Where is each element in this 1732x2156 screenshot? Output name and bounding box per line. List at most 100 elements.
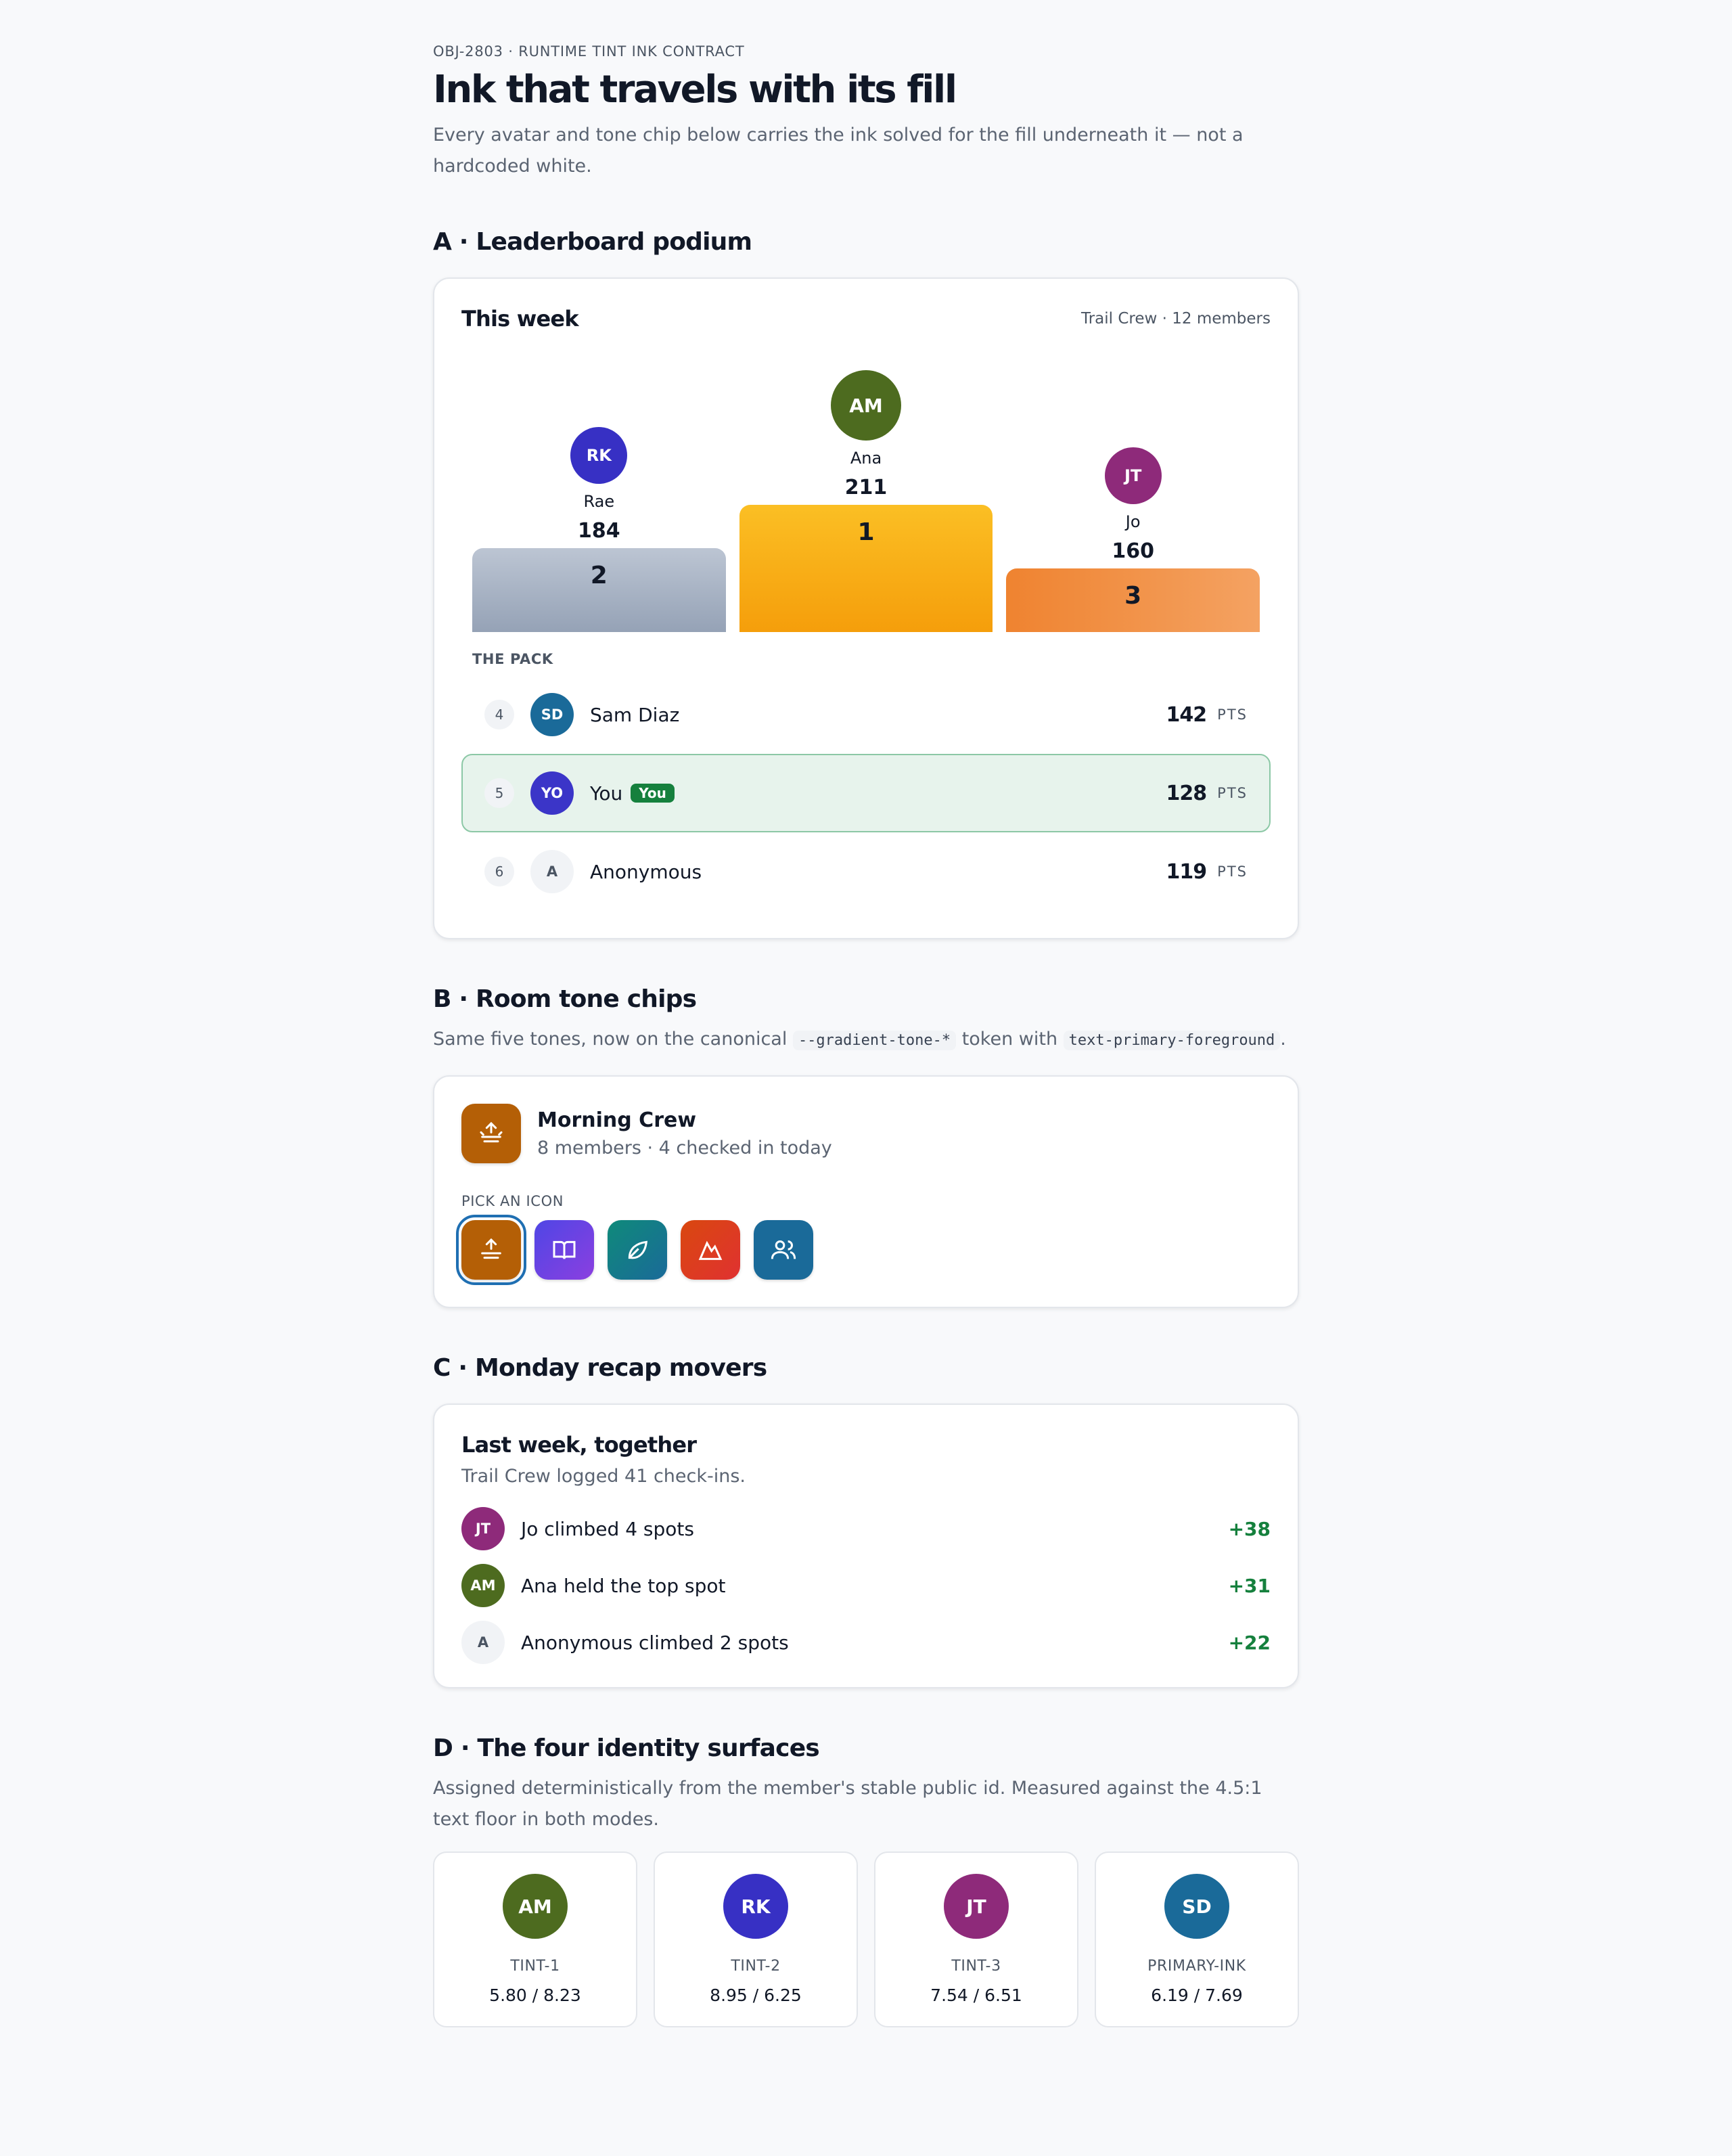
crew-meta: 8 members · 4 checked in today [537,1138,832,1159]
icon-chip[interactable] [681,1220,740,1280]
avatar: JT [461,1507,505,1550]
page-description: Every avatar and tone chip below carries… [433,125,1244,177]
points-unit: PTS [1217,785,1248,801]
surface-card: RK TINT-2 8.95 / 6.25 [654,1851,858,2027]
room-icon [461,1104,521,1163]
podium-name: Jo [1125,512,1141,531]
surfaces: AM TINT-1 5.80 / 8.23 RK TINT-2 8.95 / 6.25 JT… [433,1851,1299,2027]
crew-name: Morning Crew [537,1108,697,1132]
avatar: SD [530,693,574,736]
surface-card: SD PRIMARY-INK 6.19 / 7.69 [1095,1851,1299,2027]
podium-name: Ana [850,449,882,468]
pack-row: 4 SD Sam Diaz 142 PTS [461,675,1271,754]
pack-row: 6 A Anonymous 119 PTS [461,832,1271,911]
content: OBJ-2803 · RUNTIME TINT INK CONTRACT Ink… [433,0,1299,2027]
points: 119 [1166,859,1208,884]
surface-ratios: 7.54 / 6.51 [930,1985,1022,2005]
surface-label: TINT-3 [951,1958,1001,1975]
avatar: JT [1104,447,1162,504]
rank: 5 [484,778,514,808]
avatar: A [461,1621,505,1664]
surface-card: AM TINT-1 5.80 / 8.23 [433,1851,637,2027]
section-heading: C · Monday recap movers [433,1354,767,1382]
mover-text: Anonymous climbed 2 spots [521,1631,789,1654]
card-summary: Trail Crew logged 41 check-ins. [461,1466,746,1487]
member-name: Anonymous [590,860,702,883]
text: . [1280,1029,1286,1050]
surface-ratios: 5.80 / 8.23 [489,1985,581,2005]
leaderboard-card: This week Trail Crew · 12 members RK Rae 1… [433,277,1299,939]
pack-row: 5 YO You You 128 PTS [461,754,1271,832]
mover-row: A Anonymous climbed 2 spots +22 [461,1614,1271,1671]
points-unit: PTS [1217,863,1248,880]
rank: 4 [484,700,514,729]
podium-bar: 2 [472,548,726,632]
movers-list: JT Jo climbed 4 spots +38 AM Ana held the to… [461,1500,1271,1671]
avatar: AM [503,1874,568,1939]
rank: 6 [484,857,514,886]
pack-label: THE PACK [472,651,553,667]
surface-label: PRIMARY-INK [1147,1958,1246,1975]
text: Same five tones, now on the canonical [433,1029,793,1050]
surface-ratios: 8.95 / 6.25 [710,1985,802,2005]
surface-label: TINT-2 [731,1958,781,1975]
podium-column: RK Rae 184 2 [472,427,726,632]
icon-chip[interactable] [608,1220,667,1280]
avatar: JT [944,1874,1009,1939]
code-token: text-primary-foreground [1063,1031,1281,1050]
surface-card: JT TINT-3 7.54 / 6.51 [874,1851,1078,2027]
eyebrow: OBJ-2803 · RUNTIME TINT INK CONTRACT [433,43,745,60]
mover-delta: +38 [1228,1517,1271,1540]
pick-label: PICK AN ICON [461,1193,564,1209]
avatar: SD [1164,1874,1229,1939]
surface-ratios: 6.19 / 7.69 [1151,1985,1243,2005]
podium-name: Rae [583,492,615,511]
podium: RK Rae 184 2 AM Ana 211 1 JT Jo 160 3 [472,367,1260,632]
mover-row: JT Jo climbed 4 spots +38 [461,1500,1271,1557]
points: 142 [1166,702,1208,727]
code-token: --gradient-tone-* [792,1031,957,1050]
room-card: Morning Crew 8 members · 4 checked in to… [433,1075,1299,1308]
page-title: Ink that travels with its fill [433,68,957,112]
podium-column: AM Ana 211 1 [739,370,993,632]
avatar: RK [723,1874,788,1939]
section-heading: D · The four identity surfaces [433,1734,820,1762]
icon-chip[interactable] [534,1220,594,1280]
text: token with [956,1029,1064,1050]
section-description: Same five tones, now on the canonical --… [433,1024,1299,1056]
section-description: Assigned deterministically from the memb… [433,1778,1262,1830]
section-heading: A · Leaderboard podium [433,228,752,256]
you-badge: You [631,784,675,803]
points: 128 [1166,781,1208,805]
icon-chip[interactable] [754,1220,813,1280]
card-meta: Trail Crew · 12 members [1081,310,1271,328]
avatar: A [530,850,574,893]
mover-text: Ana held the top spot [521,1574,726,1597]
mover-delta: +31 [1228,1574,1271,1597]
points-unit: PTS [1217,706,1248,723]
section-heading: B · Room tone chips [433,985,697,1013]
card-title: Last week, together [461,1432,697,1458]
pack-list: 4 SD Sam Diaz 142 PTS 5 YO You You 128 PTS 6 A Anonym… [461,675,1271,911]
avatar: YO [530,771,574,815]
podium-points: 184 [578,519,620,543]
card-title: This week [461,306,579,332]
podium-points: 211 [844,476,888,499]
recap-card: Last week, together Trail Crew logged 41… [433,1403,1299,1688]
avatar: RK [570,427,628,484]
podium-points: 160 [1112,539,1154,563]
member-name: You [590,782,623,805]
icon-chip[interactable] [456,1215,526,1285]
mover-text: Jo climbed 4 spots [521,1517,694,1540]
surface-label: TINT-1 [510,1958,560,1975]
podium-bar: 1 [739,505,993,632]
mover-delta: +22 [1228,1631,1271,1654]
avatar: AM [461,1564,505,1607]
member-name: Sam Diaz [590,703,680,726]
avatar: AM [831,370,901,441]
podium-bar: 3 [1006,568,1260,632]
mover-row: AM Ana held the top spot +31 [461,1557,1271,1614]
podium-column: JT Jo 160 3 [1006,447,1260,632]
